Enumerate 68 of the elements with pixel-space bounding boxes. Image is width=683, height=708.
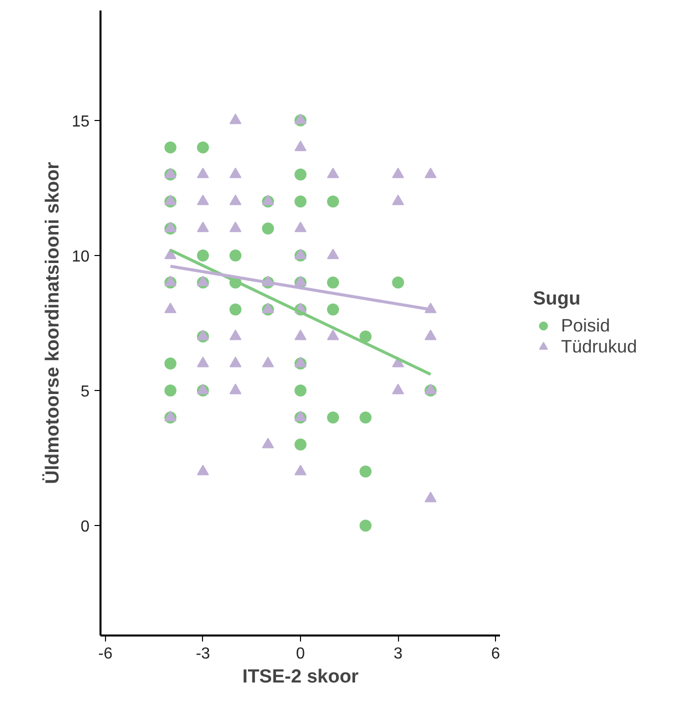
point: [229, 194, 242, 206]
point: [196, 194, 209, 206]
point: [294, 140, 306, 152]
point: [327, 168, 340, 178]
point: [229, 114, 242, 124]
x-tick-label: 6: [491, 646, 500, 662]
point: [164, 410, 176, 422]
x-axis-title: ITSE-2 skoor: [242, 666, 360, 688]
x-tick-label: 3: [394, 646, 403, 662]
point: [392, 168, 404, 178]
point: [229, 249, 242, 262]
point: [294, 410, 306, 422]
point: [392, 384, 404, 394]
point: [392, 194, 404, 206]
point: [294, 438, 306, 451]
point: [360, 520, 372, 532]
legend-title: Sugu: [532, 288, 582, 310]
x-tick-label: 0: [296, 646, 306, 662]
point: [196, 464, 209, 476]
point: [196, 222, 209, 232]
point: [360, 330, 372, 342]
x-tick-label: -6: [98, 646, 113, 662]
point: [229, 222, 242, 232]
point: [229, 330, 242, 340]
point: [327, 248, 340, 260]
point: [360, 466, 372, 478]
point: [196, 168, 209, 178]
point: [229, 356, 242, 368]
point: [424, 330, 437, 340]
point: [294, 464, 306, 476]
point: [424, 384, 437, 394]
point: [327, 412, 340, 424]
point: [424, 168, 437, 178]
legend-label: Poisid: [560, 315, 610, 336]
point: [392, 276, 404, 288]
point: [327, 304, 340, 316]
y-axis-title: Üldmotoorse koordinatsiooni skoor: [42, 161, 64, 484]
point: [327, 330, 340, 340]
point: [196, 249, 209, 262]
point: [229, 384, 242, 394]
point: [196, 384, 209, 394]
point: [164, 358, 176, 370]
point: [294, 168, 306, 180]
point: [164, 302, 176, 314]
point: [327, 276, 340, 288]
point: [294, 330, 306, 340]
point: [294, 195, 306, 208]
point: [424, 492, 437, 502]
point: [294, 384, 306, 397]
y-tick-label: 15: [72, 113, 90, 130]
point: [327, 195, 340, 208]
point: [164, 141, 176, 154]
point: [262, 222, 274, 234]
point: [229, 168, 242, 178]
y-tick-label: 5: [80, 384, 90, 401]
point: [294, 222, 306, 232]
x-tick-label: -3: [196, 646, 210, 662]
point: [196, 356, 209, 368]
point: [262, 356, 274, 368]
y-tick-label: 0: [80, 518, 90, 536]
point: [196, 141, 209, 154]
point: [164, 384, 176, 397]
point: [229, 304, 242, 316]
point: [360, 412, 372, 424]
point: [262, 438, 274, 448]
y-tick-label: 10: [72, 248, 90, 266]
point: [164, 248, 176, 260]
legend-label: Tüdrukud: [560, 336, 638, 357]
